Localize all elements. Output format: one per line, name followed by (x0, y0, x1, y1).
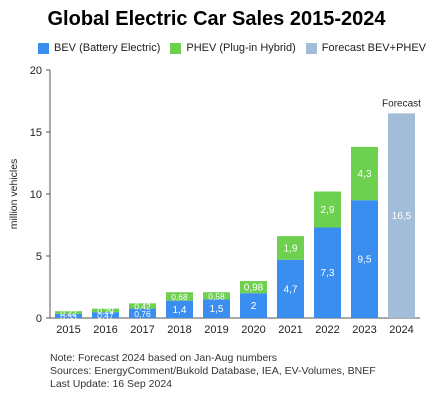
data-label-bev-2023: 9,5 (358, 255, 372, 266)
bar-phev-2015 (55, 311, 82, 314)
chart-notes: Note: Forecast 2024 based on Jan-Aug num… (50, 352, 376, 391)
y-tick-label: 20 (30, 65, 42, 77)
bar-phev-2021 (277, 236, 304, 260)
bar-phev-2018 (166, 292, 193, 301)
bar-bev-2023 (351, 200, 378, 318)
data-label-bev-2016: 0,47 (97, 311, 114, 321)
note-sources: Sources: EnergyComment/Bukold Database, … (50, 365, 376, 377)
bar-bev-2016 (92, 312, 119, 318)
x-tick-label: 2017 (130, 324, 154, 336)
bar-phev-2016 (92, 308, 119, 313)
note-last-update: Last Update: 16 Sep 2024 (50, 378, 173, 390)
data-label-phev-2017: 0,42 (134, 301, 151, 311)
y-tick-label: 0 (36, 313, 42, 325)
data-label-phev-2016: 0,29 (97, 306, 114, 316)
bar-bev-2017 (129, 308, 156, 318)
bar-phev-2022 (314, 191, 341, 228)
x-tick-label: 2023 (352, 324, 376, 336)
x-tick-label: 2018 (167, 324, 191, 336)
legend-item-forecast: Forecast BEV+PHEV (305, 42, 427, 54)
bar-phev-2023 (351, 146, 378, 201)
annotation-forecast: Forecast (382, 98, 421, 109)
bar-bev-2020 (240, 293, 267, 318)
x-tick-label: 2021 (278, 324, 302, 336)
data-label-bev-2017: 0,76 (134, 309, 151, 319)
y-axis-label: million vehicles (8, 159, 20, 230)
legend-item-phev: PHEV (Plug-in Hybrid) (170, 42, 296, 54)
data-label-bev-2015: 0,33 (60, 311, 77, 321)
data-label-bev-2022: 7,3 (321, 268, 335, 279)
data-label-bev-2021: 4,7 (284, 284, 298, 295)
data-label-bev-2019: 1,5 (210, 304, 224, 315)
data-label-forecast-2024: 16,5 (392, 211, 412, 222)
note-forecast: Note: Forecast 2024 based on Jan-Aug num… (50, 352, 278, 364)
bar-phev-2019 (203, 292, 230, 300)
legend-label-phev: PHEV (Plug-in Hybrid) (186, 42, 296, 54)
bar-phev-2017 (129, 303, 156, 309)
bar-forecast-2024 (388, 113, 415, 319)
x-tick-label: 2022 (315, 324, 339, 336)
bar-phev-2020 (240, 281, 267, 294)
x-tick-label: 2015 (56, 324, 80, 336)
y-tick-label: 5 (36, 251, 42, 263)
x-tick-label: 2016 (93, 324, 117, 336)
legend-swatch-phev (170, 42, 182, 54)
x-tick-label: 2020 (241, 324, 265, 336)
bar-bev-2022 (314, 227, 341, 318)
legend-swatch-bev (38, 42, 49, 54)
bar-bev-2019 (203, 299, 230, 318)
y-tick-label: 10 (30, 189, 42, 201)
bar-bev-2015 (55, 313, 82, 318)
data-label-bev-2020: 2 (251, 301, 257, 312)
data-label-phev-2019: 0,58 (208, 291, 225, 301)
data-label-phev-2020: 0,98 (244, 283, 264, 294)
data-label-phev-2021: 1,9 (284, 243, 298, 254)
legend-label-bev: BEV (Battery Electric) (54, 42, 161, 54)
legend-label-forecast: Forecast BEV+PHEV (321, 42, 427, 54)
legend: BEV (Battery Electric) PHEV (Plug-in Hyb… (38, 42, 433, 54)
data-label-phev-2015: 0,22 (60, 308, 77, 318)
legend-swatch-forecast (305, 42, 317, 54)
data-label-bev-2018: 1,4 (173, 305, 187, 316)
data-label-phev-2022: 2,9 (321, 205, 335, 216)
chart-title: Global Electric Car Sales 2015-2024 (47, 8, 386, 30)
bar-bev-2018 (166, 300, 193, 318)
data-label-phev-2018: 0,68 (171, 292, 188, 302)
x-tick-label: 2024 (389, 324, 413, 336)
x-tick-label: 2019 (204, 324, 228, 336)
legend-item-bev: BEV (Battery Electric) (38, 42, 160, 54)
bar-bev-2021 (277, 259, 304, 318)
data-label-phev-2023: 4,3 (358, 169, 372, 180)
y-tick-label: 15 (30, 127, 42, 139)
